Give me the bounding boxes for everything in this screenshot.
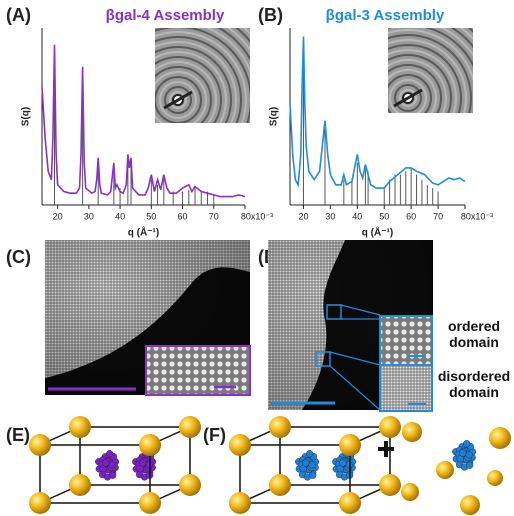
x-tick-label: 80x10⁻³ [241, 211, 273, 221]
sphere [460, 495, 480, 515]
x-tick-label: 50 [146, 211, 156, 221]
sphere [29, 434, 51, 456]
sphere [401, 483, 419, 501]
sphere [379, 416, 401, 438]
y-axis-label: S(q) [269, 107, 280, 126]
x-axis-label: q (Å⁻¹) [362, 226, 393, 239]
sphere [436, 461, 454, 479]
protein [95, 450, 119, 480]
sphere [229, 492, 251, 514]
x-tick-label: 20 [298, 211, 308, 221]
sphere [379, 474, 401, 496]
protein [295, 450, 319, 480]
x-tick-label: 80x10⁻³ [461, 211, 493, 221]
sphere [179, 416, 201, 438]
panel-label: (F) [203, 425, 226, 445]
sphere [487, 470, 503, 486]
y-axis-label: S(q) [21, 107, 32, 126]
sphere [29, 492, 51, 514]
protein-part [309, 461, 316, 468]
protein-part [459, 450, 466, 457]
protein-part [146, 461, 153, 468]
panel-label: (E) [6, 425, 30, 445]
panel-label: (C) [6, 247, 31, 267]
protein-part [339, 460, 346, 467]
protein-part [302, 460, 309, 467]
sphere [339, 434, 361, 456]
x-tick-label: 40 [115, 211, 125, 221]
sphere [269, 416, 291, 438]
x-tick-label: 40 [352, 211, 362, 221]
x-tick-label: 70 [433, 211, 443, 221]
lattice-models [29, 416, 511, 515]
panel-label: (B) [258, 5, 283, 25]
plus-sign [378, 441, 394, 457]
chart-title: βgal-4 Assembly [106, 7, 225, 24]
x-tick-label: 50 [379, 211, 389, 221]
x-tick-label: 20 [53, 211, 63, 221]
protein-part [463, 440, 470, 447]
sphere [179, 474, 201, 496]
sphere [269, 474, 291, 496]
x-tick-label: 60 [406, 211, 416, 221]
diffraction-inset [50, 0, 306, 228]
micrograph-c [45, 240, 250, 395]
protein-part [109, 461, 116, 468]
micrograph-d: ordered domain disordered domain [268, 240, 514, 411]
x-axis-label: q (Å⁻¹) [128, 226, 159, 239]
chart-title: βgal-3 Assembly [326, 7, 445, 24]
protein-part [346, 461, 353, 468]
x-tick-label: 30 [325, 211, 335, 221]
sphere [339, 492, 361, 514]
sphere [139, 492, 161, 514]
sphere [489, 427, 511, 449]
x-tick-label: 30 [84, 211, 94, 221]
x-tick-label: 70 [209, 211, 219, 221]
protein-part [109, 472, 116, 479]
diffraction-inset [280, 0, 514, 226]
protein-part [466, 451, 473, 458]
domain-label: ordered domain [434, 318, 514, 350]
sphere [139, 434, 161, 456]
sphere [69, 474, 91, 496]
protein-part [309, 472, 316, 479]
protein [452, 440, 476, 470]
protein-part [306, 450, 313, 457]
sphere [69, 416, 91, 438]
protein-part [139, 460, 146, 467]
domain-label: disordered domain [434, 368, 514, 400]
figure: (A) (B) (C) (D) (E) (F) ordered domain d… [0, 0, 514, 516]
sphere [229, 434, 251, 456]
protein-part [106, 450, 113, 457]
sphere [402, 422, 422, 442]
protein-part [466, 462, 473, 469]
panel-label: (A) [6, 5, 31, 25]
x-tick-label: 60 [178, 211, 188, 221]
protein-part [102, 460, 109, 467]
